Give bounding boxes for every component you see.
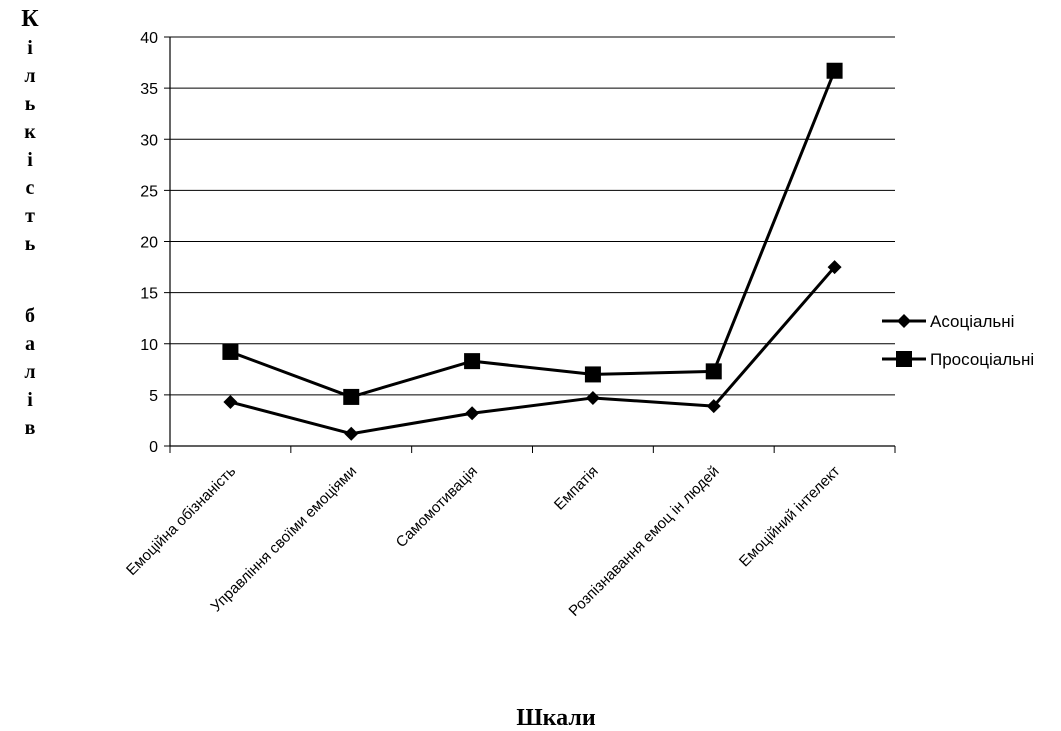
- y-axis-title-letter: а: [25, 333, 35, 355]
- y-tick-label: 25: [140, 183, 158, 200]
- y-tick-label: 5: [149, 388, 158, 405]
- x-category-label: Емоційна обізнаність: [123, 463, 239, 579]
- gridlines: [164, 36, 895, 447]
- y-axis-title-letter: с: [26, 177, 35, 199]
- y-axis-title-letter: і: [27, 149, 33, 171]
- y-tick-label: 0: [149, 439, 158, 456]
- x-category-label: Самомотивація: [393, 463, 481, 551]
- y-tick-label: 20: [140, 235, 158, 252]
- legend-marker-square: [896, 351, 912, 367]
- y-axis-title-letter: К: [21, 6, 39, 32]
- x-category-label: Управління своїми емоціями: [208, 463, 360, 615]
- data-point-diamond: [706, 399, 721, 414]
- y-axis-title-letter: л: [24, 65, 35, 87]
- axes: [169, 37, 896, 453]
- y-axis-title-letter: л: [24, 361, 35, 383]
- y-axis-title-letter: ь: [25, 93, 36, 115]
- series-line: [230, 266, 836, 436]
- y-tick-label: 10: [140, 337, 158, 354]
- y-axis-title-letter: і: [27, 37, 33, 59]
- data-point-square: [826, 62, 843, 79]
- x-category-label: Емпатія: [551, 463, 602, 514]
- data-point-square: [222, 343, 239, 360]
- y-axis-title-letter: б: [25, 305, 35, 327]
- y-tick-label: 40: [140, 30, 158, 47]
- y-tick-label: 35: [140, 81, 158, 98]
- data-point-square: [343, 388, 360, 405]
- x-category-label: Емоційний інтелект: [736, 463, 844, 571]
- y-axis-title-letter: т: [25, 205, 35, 227]
- legend-marker-diamond: [897, 314, 911, 328]
- x-axis-title: Шкали: [516, 705, 595, 731]
- y-axis-title-letter: і: [27, 389, 33, 411]
- y-axis-title-letter: ь: [25, 233, 36, 255]
- data-point-diamond: [827, 260, 842, 275]
- data-point-square: [464, 353, 481, 370]
- y-tick-label: 15: [140, 286, 158, 303]
- y-axis-title-letter: к: [24, 121, 36, 143]
- data-point-diamond: [344, 426, 359, 441]
- data-point-diamond: [223, 395, 238, 410]
- data-point-diamond: [585, 390, 600, 405]
- y-tick-label: 30: [140, 132, 158, 149]
- legend-label: Просоціальні: [930, 350, 1034, 369]
- legend: Асоціальні Просоціальні: [882, 312, 1034, 369]
- y-axis-tick-labels: 0 5 10 15 20 25 30 35 40: [140, 30, 158, 456]
- y-axis-title-letter: в: [25, 417, 36, 439]
- series-lines: [222, 62, 843, 441]
- data-point-square: [705, 363, 722, 380]
- data-point-diamond: [465, 406, 480, 421]
- legend-label: Асоціальні: [930, 312, 1014, 331]
- series-line: [229, 70, 836, 399]
- data-point-square: [584, 366, 601, 383]
